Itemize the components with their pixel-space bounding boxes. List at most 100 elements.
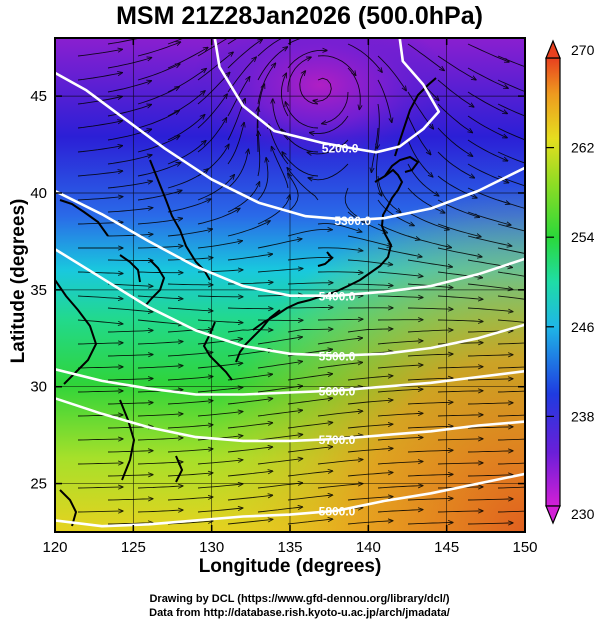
streamline-arrow	[227, 221, 270, 237]
streamline-arrow	[497, 127, 525, 141]
chart-title: MSM 21Z28Jan2026 (500.0hPa)	[116, 2, 483, 30]
streamline-arrow	[437, 391, 483, 392]
streamline-arrow	[497, 486, 525, 489]
streamline-arrow	[528, 522, 573, 524]
streamline-arrow	[167, 38, 185, 45]
streamline-arrow	[107, 260, 153, 261]
y-tick-label: 40	[30, 185, 47, 202]
streamline-arrow	[407, 523, 453, 525]
streamline-arrow	[197, 508, 243, 513]
streamline-arrow	[407, 235, 452, 248]
x-tick-label: 135	[277, 539, 302, 556]
streamline-arrow	[497, 390, 525, 393]
streamline-arrow	[437, 367, 483, 368]
streamline-arrow	[317, 223, 362, 232]
streamline-arrow	[197, 94, 227, 129]
streamline-arrow	[137, 111, 179, 129]
streamline-arrow	[107, 38, 152, 45]
streamline-arrow	[197, 241, 242, 249]
streamline-arrow	[497, 151, 525, 164]
streamline-arrow	[497, 247, 525, 254]
streamline-arrow	[137, 163, 181, 177]
streamline-arrow	[107, 129, 152, 141]
streamline-arrow	[197, 296, 243, 297]
streamline-arrow	[437, 79, 474, 107]
streamline-arrow	[467, 475, 513, 476]
streamline-arrow	[257, 435, 303, 441]
streamline-arrow	[317, 247, 363, 251]
streamline-arrow	[137, 510, 183, 512]
streamline-arrow	[197, 118, 227, 153]
streamline-arrow	[137, 190, 182, 201]
y-axis-label: Latitude (degrees)	[8, 198, 29, 364]
streamline-arrow	[467, 139, 508, 161]
streamline-arrow	[107, 523, 153, 524]
streamline-arrow	[167, 141, 206, 165]
streamline-arrow	[287, 329, 333, 333]
streamline-arrow	[377, 462, 423, 465]
streamline-arrow	[407, 378, 453, 380]
y-tick-label: 45	[30, 88, 47, 105]
streamline-arrow	[107, 499, 153, 500]
streamline-arrow	[497, 103, 525, 117]
streamline-arrow	[317, 411, 363, 417]
streamline-arrow	[347, 473, 393, 477]
streamline-arrow	[497, 199, 525, 209]
streamline-arrow	[317, 272, 363, 273]
streamline-arrow	[347, 259, 393, 265]
streamline-arrow	[377, 437, 423, 441]
streamline-arrow	[282, 152, 319, 177]
streamline-arrow	[437, 439, 483, 440]
streamline-arrow	[407, 187, 445, 213]
streamline-arrow	[347, 448, 393, 453]
streamline-arrow	[137, 438, 183, 440]
streamline-arrow	[299, 71, 319, 105]
streamline-arrow	[287, 38, 304, 45]
streamline-arrow	[377, 271, 423, 276]
streamline-arrow	[313, 77, 332, 101]
streamline-arrow	[269, 124, 289, 165]
streamline-arrow	[347, 284, 393, 286]
streamline-arrow	[271, 146, 289, 189]
streamline-arrow	[257, 195, 290, 225]
streamline-arrow	[77, 272, 123, 274]
streamline-arrow	[167, 521, 213, 525]
streamline-arrow	[197, 52, 233, 81]
streamline-arrow	[407, 43, 444, 71]
streamline-arrow	[437, 127, 473, 156]
streamline-arrow	[317, 55, 356, 76]
streamline-arrow	[407, 115, 431, 155]
streamline-arrow	[497, 319, 525, 323]
streamline-arrow	[317, 319, 363, 320]
streamline-arrow	[347, 497, 393, 501]
streamline-arrow	[287, 57, 311, 92]
streamline-arrow	[287, 283, 333, 284]
contour-label: 5700.0	[319, 433, 356, 447]
streamline-arrow	[287, 257, 333, 261]
streamline-arrow	[227, 423, 273, 429]
streamline-arrow	[77, 487, 123, 488]
streamline-arrow	[347, 376, 393, 381]
streamline-arrow	[137, 366, 183, 368]
y-axis-ticks: 25 30 35 40 45	[30, 88, 525, 493]
streamline-arrow	[77, 197, 123, 201]
streamline-arrow	[287, 471, 333, 477]
streamline-arrow	[197, 387, 243, 393]
streamline-arrow	[307, 139, 349, 154]
streamline-arrow	[377, 103, 379, 149]
streamline-arrow	[282, 129, 319, 153]
streamline-arrow	[107, 155, 152, 165]
streamline-arrow	[227, 39, 263, 69]
streamline-arrow	[407, 259, 453, 267]
streamline-arrow	[257, 239, 302, 249]
streamline-arrow	[497, 55, 525, 68]
streamline-arrow	[375, 151, 381, 196]
streamline-arrow	[467, 451, 513, 452]
streamline-arrow	[227, 308, 273, 309]
streamline-arrow	[197, 38, 229, 57]
streamline-arrow	[227, 495, 273, 501]
streamline-arrow	[407, 450, 453, 452]
streamline-arrow	[285, 102, 319, 129]
streamline-arrow	[377, 486, 423, 489]
